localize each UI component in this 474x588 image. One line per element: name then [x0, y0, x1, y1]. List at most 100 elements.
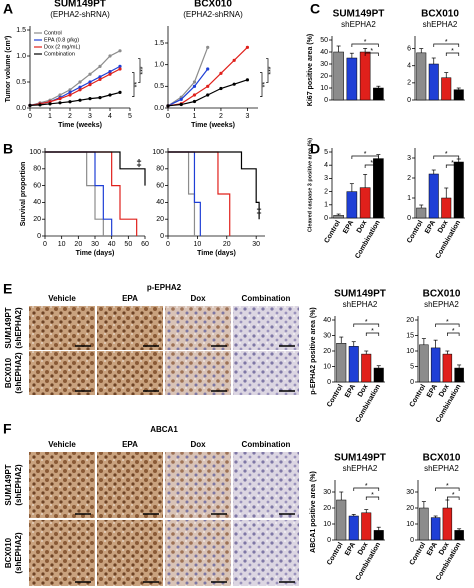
y-tick-label: 30: [323, 332, 331, 339]
x-axis-label: Time (weeks): [191, 122, 235, 129]
significance-bracket: [138, 58, 141, 83]
bar: [453, 161, 464, 219]
micrograph: [233, 520, 299, 586]
x-tick-label: 0: [28, 113, 32, 120]
y-tick-label: 1: [407, 195, 411, 202]
micrograph: [29, 520, 95, 586]
bar: [336, 499, 347, 541]
x-tick-label: Control: [406, 219, 425, 244]
bar: [419, 507, 429, 541]
chart-title: BCX010: [423, 289, 461, 300]
y-tick-label: 20: [156, 216, 164, 223]
chart-subtitle: shEPHA2: [343, 300, 378, 309]
row-label: SUM149PT: [4, 307, 13, 348]
significance-bracket: [351, 43, 379, 47]
data-point: [88, 83, 92, 87]
micrograph: [97, 351, 163, 395]
data-point: [28, 103, 32, 107]
data-point: [206, 84, 210, 88]
micrograph: [29, 351, 95, 395]
bar: [373, 530, 384, 541]
legend-label: Control: [44, 30, 62, 36]
significance-label: *: [452, 328, 455, 335]
chart-subtitle: (EPHA2-shRNA): [50, 10, 110, 19]
significance-bracket: [445, 164, 460, 168]
x-tick-label: Control: [409, 383, 428, 408]
y-tick-label: 10: [323, 363, 331, 370]
y-tick-label: 2: [324, 188, 328, 195]
chart-subtitle: shEPHA2: [424, 464, 459, 473]
significance-label: *: [371, 492, 374, 499]
data-point: [179, 97, 183, 101]
y-tick-label: 0: [407, 97, 411, 104]
significance-label: **: [134, 82, 141, 88]
y-tick-label: 100: [152, 149, 164, 156]
bar: [430, 517, 441, 541]
y-tick-label: 60: [33, 182, 41, 189]
significance-bracket: [445, 52, 460, 56]
y-tick-label: 100: [29, 149, 41, 156]
x-tick-label: 5: [128, 113, 132, 120]
bar: [442, 353, 453, 383]
x-tick-label: Combination: [355, 383, 382, 424]
legend-label: Combination: [44, 51, 75, 57]
y-tick-label: 3: [407, 155, 411, 162]
data-point: [192, 84, 197, 88]
row-label: (shEPHA2): [14, 307, 23, 349]
significance-bracket: [260, 72, 263, 97]
data-point: [108, 93, 112, 97]
y-tick-label: 5: [410, 363, 414, 370]
significance-bracket: [433, 43, 460, 47]
bar: [348, 346, 359, 383]
y-tick-label: 20: [323, 348, 331, 355]
bar: [333, 51, 344, 101]
y-tick-label: 40: [320, 49, 328, 56]
bar: [442, 507, 453, 541]
data-point: [58, 97, 62, 101]
panel-letter: F: [3, 421, 12, 437]
bar: [361, 512, 372, 541]
micrograph: [97, 306, 163, 350]
y-tick-label: 1.5: [16, 27, 26, 34]
y-axis-label: Tumor volume (cm³): [5, 36, 12, 103]
y-tick-label: 6: [407, 45, 411, 52]
chart-title: BCX010: [194, 0, 232, 10]
data-point: [58, 101, 62, 105]
x-tick-label: 10: [193, 241, 201, 248]
y-tick-label: 60: [156, 182, 164, 189]
data-point: [232, 82, 236, 86]
data-point: [48, 102, 52, 106]
data-point: [98, 96, 102, 100]
micrograph: [233, 452, 299, 518]
bar: [441, 77, 452, 101]
chart-title: SUM149PT: [334, 289, 386, 300]
significance-label: *: [370, 160, 373, 167]
chart-subtitle: shEPHA2: [424, 300, 459, 309]
series-line: [167, 68, 209, 107]
image-title: ABCA1: [150, 425, 178, 434]
micrograph: [29, 306, 95, 350]
significance-bracket: [435, 487, 460, 491]
x-tick-label: 2: [68, 113, 72, 120]
data-point: [192, 80, 197, 84]
data-point: [219, 86, 223, 91]
panel-letter: E: [3, 281, 12, 297]
y-tick-label: 30: [323, 489, 331, 496]
data-point: [245, 78, 250, 82]
significance-bracket: [433, 155, 460, 159]
bar: [333, 215, 344, 219]
significance-bracket: [132, 72, 135, 97]
chart-title: SUM149PT: [54, 0, 106, 10]
y-tick-label: 0: [37, 233, 41, 240]
column-label: Combination: [242, 440, 291, 449]
bar: [361, 353, 372, 383]
data-point: [206, 45, 210, 49]
row-label: BCX010: [4, 357, 13, 388]
x-tick-label: 0: [166, 113, 170, 120]
micrograph: [165, 520, 231, 586]
data-point: [68, 93, 72, 97]
y-tick-label: 0: [327, 537, 331, 544]
row-label: (shEPHA2): [14, 464, 23, 506]
significance-label: ***: [140, 66, 147, 74]
x-tick-label: 20: [223, 241, 231, 248]
